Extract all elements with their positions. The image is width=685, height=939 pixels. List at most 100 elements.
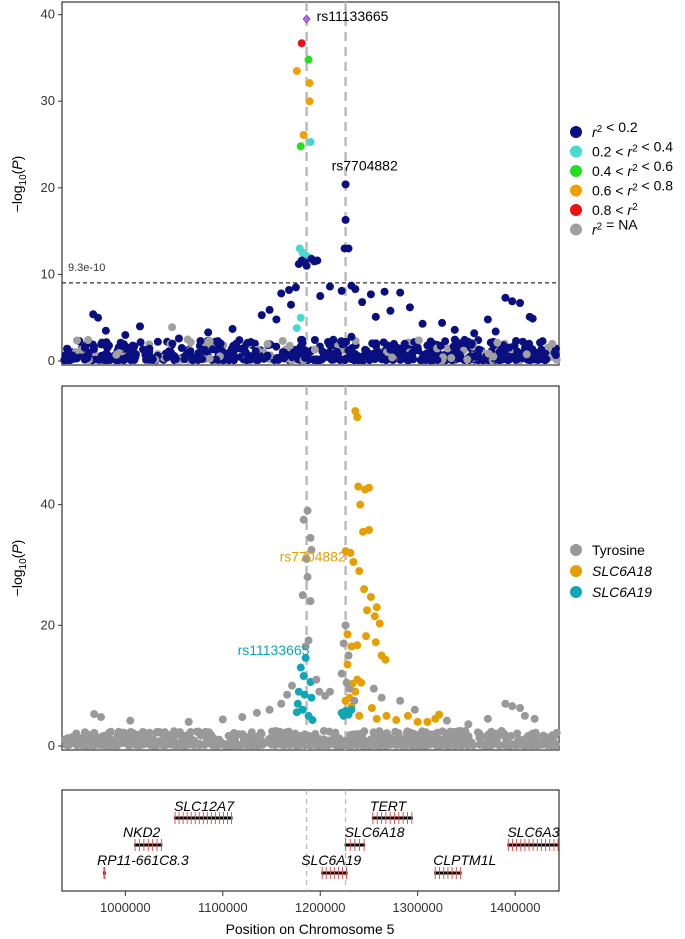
data-point [302,261,311,270]
x-tick-label: 1100000 [198,900,248,915]
data-point [299,672,308,681]
data-point [371,638,380,647]
data-point [405,303,414,312]
bg-point [68,351,77,360]
data-point [306,597,315,606]
bg-point [186,347,195,356]
bg-point [498,347,507,356]
bg-point [112,350,121,359]
data-point [364,525,373,534]
bg-point [63,735,72,744]
data-point [337,286,346,295]
data-point [342,678,351,687]
bg-point [433,728,442,737]
annotation-rs7704882-orange: rs7704882 [280,549,346,565]
y-tick-label: 30 [41,93,55,108]
bg-point [513,729,522,738]
bg-point [188,736,197,745]
bg-point [534,356,543,365]
data-point [366,592,375,601]
bg-point [263,351,272,360]
legend-label-3: 0.6 < r2 < 0.8 [592,178,673,199]
gene-label-SLC12A7: SLC12A7 [174,798,235,814]
bg-point [365,356,374,365]
data-point [339,639,348,648]
data-point [296,142,305,151]
bg-point [328,355,337,364]
bg-point [205,354,214,363]
bg-point [202,736,211,745]
data-point [301,642,310,651]
gene-track: SLC12A7 TERT NKD2 SLC6A18 SLC6A19 CLPTM1L RP11… [97,798,560,879]
bg-point [301,353,310,362]
trait-legend-label-1: SLC6A18 [592,563,652,579]
data-point [372,714,381,723]
bg-point [263,340,272,349]
bg-point [426,337,435,346]
trait-legend-label-0: Tyrosine [592,542,645,558]
bg-point [464,732,473,741]
y-tick-label: 20 [41,180,55,195]
data-point [501,293,510,302]
bg-point [382,741,391,750]
data-point [501,699,510,708]
bg-point [493,338,502,347]
data-point [277,699,286,708]
bg-point [145,344,154,353]
data-point [355,567,364,576]
bg-point [83,353,92,362]
data-point [304,636,313,645]
bg-point [94,740,103,749]
trait-legend-swatch-0 [570,544,582,556]
data-point [380,287,389,296]
bg-point [331,740,340,749]
data-point [307,693,316,702]
data-point [300,690,309,699]
bg-point [280,738,289,747]
bg-point [346,741,355,750]
bg-point [342,337,351,346]
bg-point [153,337,162,346]
data-point [294,260,303,269]
bg-point [528,345,537,354]
data-point [228,324,237,333]
bg-point [162,352,171,361]
bg-point [259,739,268,748]
data-point [304,55,313,64]
bg-point [215,735,224,744]
bg-point [269,737,278,746]
x-tick-label: 1200000 [295,900,346,915]
bg-point [484,349,493,358]
bg-point [229,734,238,743]
bg-point [349,730,358,739]
bg-point [383,341,392,350]
data-point [297,39,306,48]
bg-point [310,335,319,344]
data-point [351,407,360,416]
bg-point [360,727,369,736]
bg-point [208,345,217,354]
panel1-ylabel: −log10(P) [9,156,29,213]
lead-snp-point [302,14,311,24]
bg-point [518,337,527,346]
y-tick-label: 0 [48,738,55,753]
bg-point [246,338,255,347]
y-tick-label: 20 [41,617,55,632]
bg-point [398,350,407,359]
bg-point [290,733,299,742]
data-point [325,687,334,696]
data-point [174,334,183,343]
data-point [382,711,391,720]
data-point [204,328,213,337]
data-point [483,714,492,723]
bg-point [122,344,131,353]
data-point [293,699,302,708]
gene-track-panel: SLC12A7 TERT NKD2 SLC6A18 SLC6A19 CLPTM1L RP11… [61,789,560,937]
data-point [423,717,432,726]
data-point [530,714,539,723]
bg-point [238,730,247,739]
data-point [296,313,305,322]
data-point [341,215,350,224]
bg-point [105,356,114,365]
data-point [299,515,308,524]
